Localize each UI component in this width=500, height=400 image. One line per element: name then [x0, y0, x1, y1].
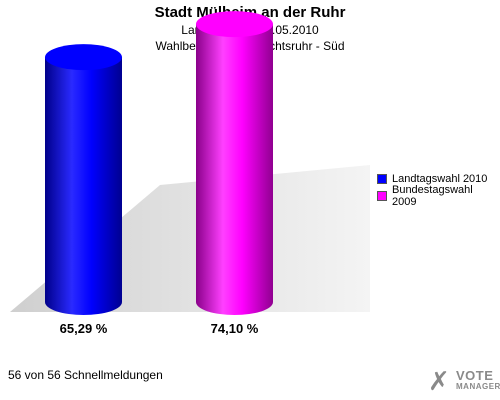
- vote-manager-logo: ✗ VOTE MANAGER: [428, 366, 500, 396]
- footer-status: 56 von 56 Schnellmeldungen: [8, 368, 163, 382]
- legend-swatch-magenta: [377, 190, 387, 201]
- labels-group: 65,29 % 74,10 %: [60, 321, 259, 336]
- legend-item-bundestagswahl: Bundestagswahl 2009: [377, 184, 500, 208]
- logo-text-vote: VOTE: [456, 368, 494, 383]
- bar-0: [45, 44, 122, 315]
- legend-item-landtagswahl: Landtagswahl 2010: [377, 170, 500, 187]
- legend-label: Bundestagswahl 2009: [391, 183, 473, 208]
- legend-label: Landtagswahl 2010: [392, 172, 488, 185]
- bar-body: [45, 57, 122, 315]
- bar-1: [196, 11, 273, 315]
- data-label-0: 65,29 %: [60, 321, 108, 336]
- bar-top: [45, 44, 122, 71]
- bar-top: [196, 11, 273, 38]
- data-label-1: 74,10 %: [211, 321, 259, 336]
- bars-group: [45, 11, 273, 315]
- legend-swatch-blue: [377, 173, 387, 184]
- legend: Landtagswahl 2010 Bundestagswahl 2009: [377, 170, 500, 208]
- checkmark-x-icon: ✗: [428, 366, 450, 396]
- bar-body: [196, 24, 273, 315]
- logo-text-manager: MANAGER: [456, 382, 500, 391]
